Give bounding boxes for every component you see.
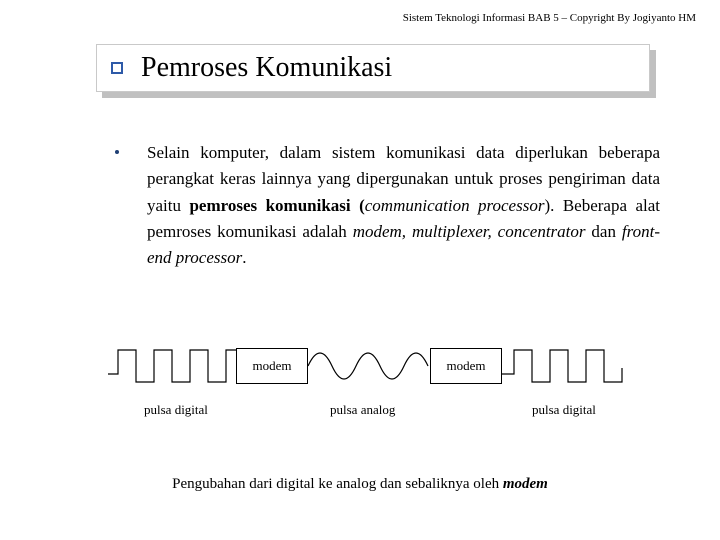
copyright-header: Sistem Teknologi Informasi BAB 5 – Copyr… [403, 12, 696, 24]
body-paragraph-row: Selain komputer, dalam sistem komunikasi… [115, 140, 660, 272]
bullet-dot-icon [115, 150, 119, 154]
title-container: Pemroses Komunikasi [96, 44, 656, 98]
label-pulsa-analog: pulsa analog [330, 402, 395, 418]
modem-box-1: modem [236, 348, 308, 384]
body-paragraph: Selain komputer, dalam sistem komunikasi… [147, 140, 660, 272]
para-seg-2: communication processor [365, 196, 545, 215]
para-seg-1: pemroses komunikasi ( [189, 196, 364, 215]
modem-diagram: modem modem pulsa digital pulsa analog p… [108, 346, 628, 436]
para-seg-7: . [242, 248, 246, 267]
caption-text: Pengubahan dari digital ke analog dan se… [172, 476, 503, 492]
square-bullet-icon [111, 62, 123, 74]
square-wave-left [108, 346, 238, 386]
caption-em: modem [503, 476, 548, 492]
sine-wave-center [308, 346, 430, 386]
modem-box-2: modem [430, 348, 502, 384]
square-wave-right [502, 346, 628, 386]
para-seg-5: dan [586, 222, 622, 241]
diagram-caption: Pengubahan dari digital ke analog dan se… [0, 476, 720, 493]
page-title: Pemroses Komunikasi [141, 52, 392, 84]
title-box: Pemroses Komunikasi [96, 44, 650, 92]
label-pulsa-digital-left: pulsa digital [144, 402, 208, 418]
para-seg-4: modem, multiplexer, concentrator [353, 222, 586, 241]
label-pulsa-digital-right: pulsa digital [532, 402, 596, 418]
